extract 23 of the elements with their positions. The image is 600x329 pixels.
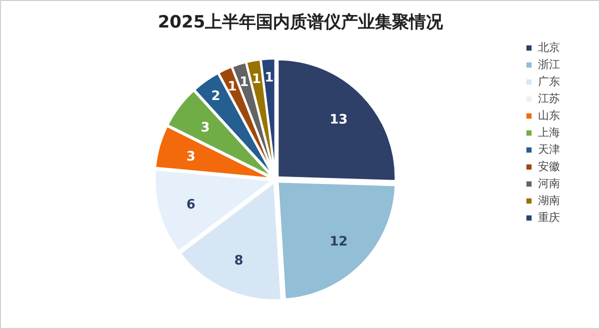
legend-label: 河南 (538, 176, 560, 191)
legend-label: 湖南 (538, 193, 560, 208)
legend-label: 天津 (538, 142, 560, 157)
legend-label: 安徽 (538, 159, 560, 174)
data-label: 2 (211, 89, 220, 104)
data-label: 12 (330, 234, 348, 250)
data-label: 13 (330, 112, 348, 128)
data-label: 1 (252, 72, 262, 87)
data-label: 3 (186, 149, 196, 164)
data-label: 6 (186, 198, 196, 213)
legend-label: 上海 (538, 125, 560, 140)
legend-label: 广东 (538, 74, 560, 89)
data-label: 8 (234, 253, 244, 268)
legend-label: 江苏 (538, 91, 560, 106)
data-label: 1 (264, 70, 274, 86)
data-label: 1 (228, 80, 237, 95)
legend-label: 重庆 (538, 210, 560, 225)
data-label: 3 (200, 120, 210, 136)
chart-title: 2025上半年国内质谱仪产业集聚情况 (158, 12, 444, 32)
legend-label: 山东 (538, 108, 560, 123)
legend-label: 浙江 (538, 57, 560, 72)
legend-label: 北京 (538, 40, 560, 55)
data-label: 1 (240, 75, 249, 90)
